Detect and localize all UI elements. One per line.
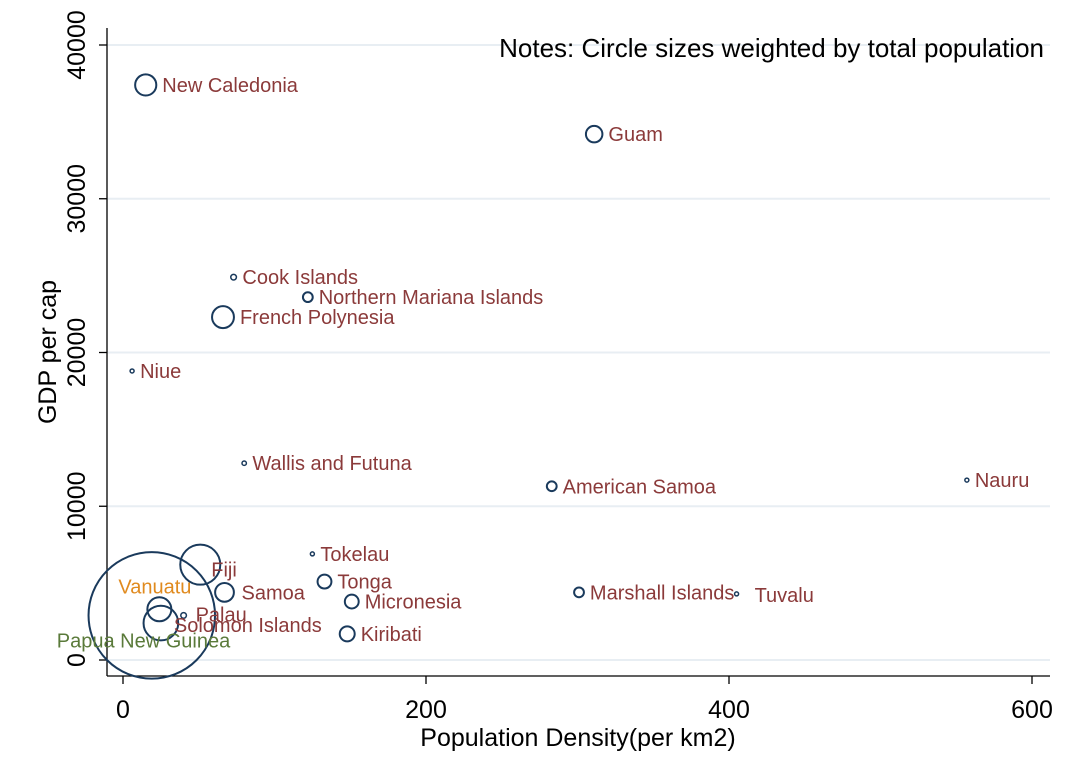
- label-palau: Palau: [196, 604, 247, 626]
- x-tick-label: 400: [708, 696, 750, 724]
- marker-solomon-islands: [142, 604, 180, 642]
- label-tuvalu: Tuvalu: [755, 585, 814, 607]
- marker-samoa: [214, 581, 235, 603]
- label-nauru: Nauru: [975, 470, 1029, 492]
- x-axis-title: Population Density(per km2): [420, 724, 735, 752]
- y-axis-title: GDP per cap: [34, 280, 62, 424]
- label-tokelau: Tokelau: [320, 544, 389, 566]
- label-micronesia: Micronesia: [365, 592, 463, 614]
- x-axis-ticks: 0 200 400 600: [116, 676, 1053, 724]
- label-american-samoa: American Samoa: [563, 476, 717, 498]
- label-wallis-and-futuna: Wallis and Futuna: [252, 453, 412, 475]
- x-tick-label: 0: [116, 696, 130, 724]
- label-marshall-islands: Marshall Islands: [590, 582, 735, 604]
- gridlines: [107, 44, 1050, 661]
- marker-tokelau: [309, 551, 316, 557]
- label-samoa: Samoa: [242, 582, 306, 604]
- label-new-caledonia: New Caledonia: [162, 75, 299, 97]
- x-tick-label: 600: [1011, 696, 1053, 724]
- marker-papua-new-guinea: [87, 551, 217, 680]
- y-tick-label: 20000: [63, 318, 91, 388]
- marker-micronesia: [343, 593, 360, 610]
- label-papua-new-guinea: Papua New Guinea: [57, 630, 231, 652]
- label-fiji: Fiji: [211, 560, 237, 582]
- label-guam: Guam: [608, 124, 662, 146]
- marker-american-samoa: [545, 480, 558, 493]
- marker-tonga: [316, 573, 333, 590]
- marker-cook-islands: [230, 273, 238, 281]
- label-cook-islands: Cook Islands: [242, 267, 358, 289]
- y-axis-ticks: 0 10000 20000 30000 40000: [63, 10, 107, 667]
- y-tick-label: 40000: [63, 10, 91, 80]
- marker-tuvalu: [733, 591, 740, 597]
- y-tick-label: 10000: [63, 471, 91, 541]
- marker-guam: [584, 124, 604, 144]
- y-tick-label: 30000: [63, 164, 91, 234]
- label-tonga: Tonga: [337, 572, 392, 594]
- label-french-polynesia: French Polynesia: [240, 307, 395, 329]
- marker-kiribati: [338, 625, 356, 643]
- marker-french-polynesia: [211, 305, 235, 330]
- marker-wallis-and-futuna: [241, 460, 248, 467]
- marker-northern-mariana-islands: [301, 291, 314, 304]
- marker-nauru: [964, 477, 970, 483]
- marker-fiji: [179, 543, 222, 586]
- x-tick-label: 200: [405, 696, 447, 724]
- data-markers: [87, 73, 970, 680]
- marker-niue: [129, 368, 135, 374]
- label-kiribati: Kiribati: [361, 624, 422, 646]
- y-tick-label: 0: [63, 653, 91, 667]
- marker-palau: [180, 611, 188, 619]
- label-niue: Niue: [140, 361, 181, 383]
- chart-note: Notes: Circle sizes weighted by total po…: [499, 33, 1044, 63]
- marker-new-caledonia: [134, 73, 158, 97]
- marker-marshall-islands: [573, 586, 585, 599]
- label-northern-mariana-islands: Northern Mariana Islands: [319, 287, 544, 309]
- label-vanuatu: Vanuatu: [118, 576, 191, 598]
- label-solomon-islands: Solomon Islands: [174, 615, 322, 637]
